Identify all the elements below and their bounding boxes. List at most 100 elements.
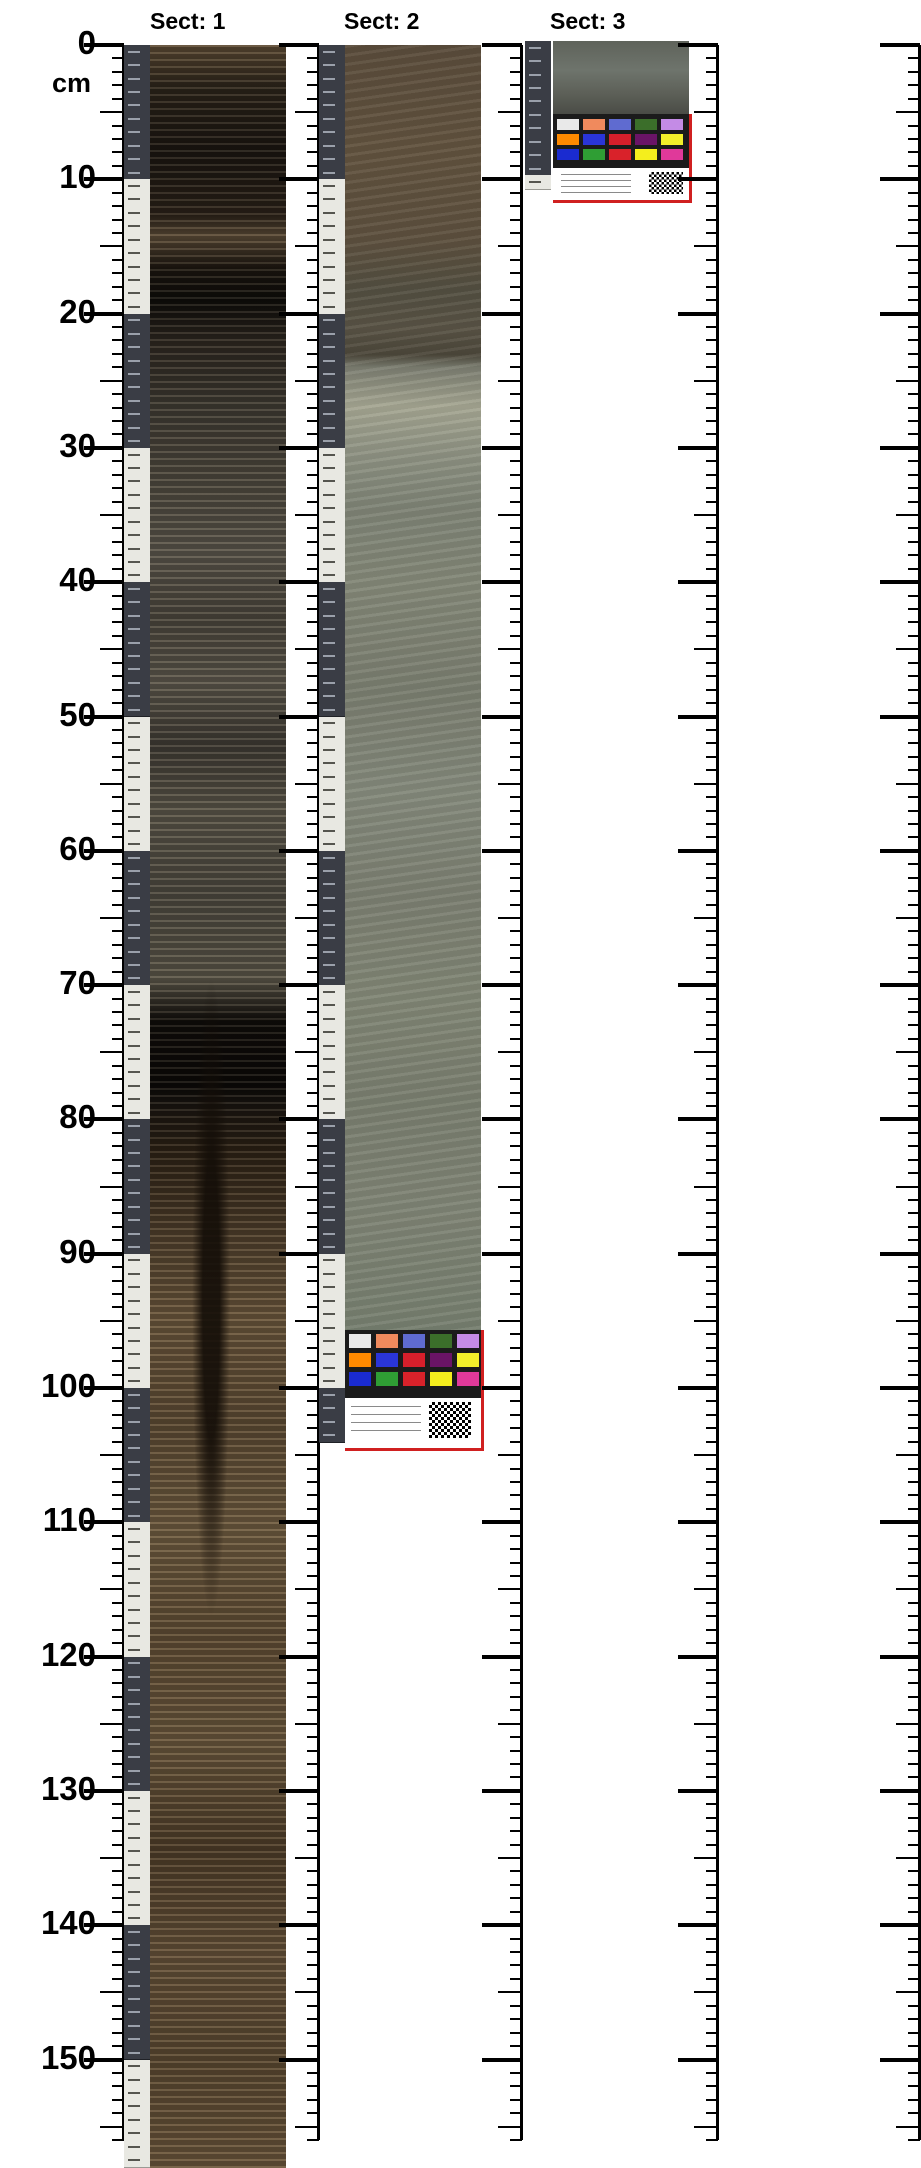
scale-cell [124, 1683, 150, 1698]
ruler-tick [112, 191, 124, 194]
color-swatch [403, 1334, 425, 1348]
ruler-tick [84, 177, 124, 182]
scale-mark [128, 1420, 140, 1423]
scale-cell [319, 1119, 345, 1134]
ruler-tick [908, 1816, 920, 1819]
ruler-tick [706, 1803, 718, 1806]
scale-cell [124, 2153, 150, 2168]
ruler-tick [307, 326, 319, 329]
ruler-tick [908, 957, 920, 960]
scale-mark [128, 238, 140, 241]
ruler-tick [678, 1117, 718, 1122]
ruler-tick [510, 2031, 522, 2034]
ruler-tick [908, 1373, 920, 1376]
scale-mark [128, 1689, 140, 1692]
scale-cell [319, 1186, 345, 1201]
scale-mark [128, 923, 140, 926]
scale-cell [319, 1374, 345, 1389]
ruler-tick [706, 876, 718, 879]
ruler-tick [908, 1064, 920, 1067]
ruler-tick [510, 997, 522, 1000]
scale-cell [124, 488, 150, 503]
scale-cell [525, 161, 551, 177]
scale-cell [124, 891, 150, 906]
ruler-tick [307, 1279, 319, 1282]
ruler-tick [908, 1279, 920, 1282]
ruler-tick [279, 445, 319, 450]
scale-mark [128, 1339, 140, 1342]
ruler-tick [908, 1145, 920, 1148]
ruler-tick [706, 1360, 718, 1363]
section-1-scale-strip [124, 45, 150, 2168]
ruler-tick [510, 1346, 522, 1349]
scale-cell [319, 125, 345, 140]
scale-cell [124, 2140, 150, 2155]
ruler-tick [510, 1024, 522, 1027]
scale-cell [124, 1280, 150, 1295]
scale-cell [319, 823, 345, 839]
scale-mark [128, 2038, 140, 2041]
scale-cell [124, 447, 150, 463]
ruler-tick [880, 445, 920, 450]
scale-cell [319, 703, 345, 718]
scale-mark [323, 1205, 335, 1208]
ruler-tick [307, 675, 319, 678]
color-swatch [376, 1334, 398, 1348]
ruler-tick [908, 1494, 920, 1497]
scale-cell [525, 67, 551, 83]
scale-cell [124, 1092, 150, 1107]
ruler-tick [706, 1830, 718, 1833]
color-swatch [609, 134, 631, 145]
scale-mark [323, 641, 335, 644]
ruler-tick [510, 1279, 522, 1282]
scale-mark [323, 1111, 335, 1114]
scale-cell [124, 1804, 150, 1819]
ruler-tick [510, 1575, 522, 1578]
ruler-tick [112, 2045, 124, 2048]
ruler-tick [84, 1117, 124, 1122]
scale-cell [319, 501, 345, 517]
scale-cell [124, 394, 150, 409]
ruler-tick [510, 930, 522, 933]
scale-cell [319, 958, 345, 973]
ruler-tick [482, 445, 522, 450]
scale-mark [323, 1232, 335, 1235]
ruler-tick [694, 1857, 718, 1860]
ruler-tick [307, 473, 319, 476]
scale-cell [124, 1938, 150, 1954]
scale-mark [128, 1286, 140, 1289]
scale-cell [319, 1213, 345, 1228]
ruler-tick [112, 299, 124, 302]
ruler-tick [112, 1413, 124, 1416]
ruler-tick [510, 191, 522, 194]
ruler-tick [706, 594, 718, 597]
scale-mark [323, 1420, 335, 1423]
scale-mark [128, 2159, 140, 2162]
ruler-tick [112, 1883, 124, 1886]
scale-mark [323, 319, 335, 322]
ruler-tick [678, 1923, 718, 1928]
ruler-tick [112, 688, 124, 691]
ruler-tick [908, 1897, 920, 1900]
ruler-tick [498, 1991, 522, 1994]
ruler-tick [510, 554, 522, 557]
ruler-tick [307, 393, 319, 396]
ruler-tick [706, 1413, 718, 1416]
scale-mark [128, 1272, 140, 1275]
ruler-tick [112, 1145, 124, 1148]
scale-mark [128, 1259, 140, 1262]
scale-cell [124, 1159, 150, 1175]
ruler-tick [706, 675, 718, 678]
ruler-tick [510, 326, 522, 329]
scale-mark [128, 1568, 140, 1571]
ruler-tick [510, 1145, 522, 1148]
ruler-tick [100, 1454, 124, 1457]
scale-cell [124, 1925, 150, 1940]
ruler-tick [510, 1413, 522, 1416]
ruler-tick [295, 379, 319, 382]
scale-cell [525, 81, 551, 96]
scale-mark [529, 86, 541, 89]
scale-cell [319, 1414, 345, 1430]
ruler-tick [694, 1319, 718, 1322]
